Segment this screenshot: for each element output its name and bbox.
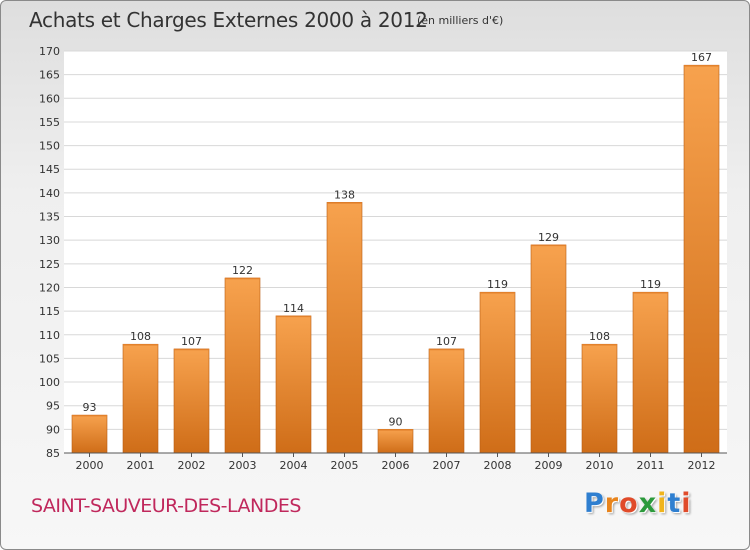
proxiti-logo: Proxiti: [584, 488, 692, 519]
bar-value-label: 119: [640, 278, 661, 291]
y-tick-label: 95: [46, 400, 60, 413]
x-tick-label: 2007: [433, 459, 461, 472]
x-tick-label: 2004: [280, 459, 308, 472]
x-tick-label: 2003: [229, 459, 257, 472]
bar: [530, 244, 567, 454]
bar-value-label: 114: [283, 302, 304, 315]
bar-value-label: 107: [436, 335, 457, 348]
y-tick-label: 160: [39, 92, 60, 105]
y-tick-label: 150: [39, 140, 60, 153]
bar-value-label: 122: [232, 264, 253, 277]
bar-value-label: 138: [334, 188, 355, 201]
y-tick-label: 100: [39, 376, 60, 389]
commune-name: SAINT-SAUVEUR-DES-LANDES: [31, 495, 301, 517]
bar: [479, 291, 516, 454]
bar: [71, 414, 108, 454]
x-tick-label: 2001: [127, 459, 155, 472]
x-tick-label: 2010: [586, 459, 614, 472]
y-tick-label: 105: [39, 352, 60, 365]
x-tick-label: 2006: [382, 459, 410, 472]
logo-letter: i: [657, 488, 668, 519]
x-tick-label: 2000: [76, 459, 104, 472]
bar: [377, 429, 414, 454]
y-tick-label: 145: [39, 163, 60, 176]
bar-value-label: 167: [691, 51, 712, 64]
bar: [683, 64, 720, 454]
logo-letter: t: [667, 488, 682, 519]
y-tick-label: 130: [39, 234, 60, 247]
y-tick-label: 110: [39, 329, 60, 342]
x-tick-label: 2012: [688, 459, 716, 472]
bar: [581, 343, 618, 454]
bar: [632, 291, 669, 454]
x-tick-label: 2008: [484, 459, 512, 472]
x-tick-label: 2011: [637, 459, 665, 472]
y-tick-label: 170: [39, 45, 60, 58]
logo-letter: P: [584, 488, 605, 519]
bar: [173, 348, 210, 454]
chart-title: Achats et Charges Externes 2000 à 2012: [29, 8, 428, 32]
bar-value-label: 119: [487, 278, 508, 291]
bar-value-label: 107: [181, 335, 202, 348]
bar: [326, 202, 363, 454]
logo-letter: i: [681, 488, 692, 519]
y-axis: 85 90 95 100 105 110 115 120 125 130 135 140 145 150 1…: [39, 45, 60, 460]
bar-value-label: 90: [389, 415, 403, 428]
y-tick-label: 165: [39, 69, 60, 82]
y-tick-label: 140: [39, 187, 60, 200]
bar: [122, 343, 159, 454]
logo-letter: x: [638, 488, 658, 519]
bar-value-label: 129: [538, 231, 559, 244]
bar: [428, 348, 465, 454]
y-tick-label: 115: [39, 305, 60, 318]
x-axis: 2000 2001 2002 2003 2004 2005 2006 2007 2008 2009…: [64, 452, 727, 472]
bar: [224, 277, 261, 454]
plot-area: [64, 51, 727, 453]
y-tick-label: 135: [39, 211, 60, 224]
y-tick-label: 155: [39, 116, 60, 129]
bar-value-label: 93: [83, 401, 97, 414]
bars: 93 108 107 122 114 138 90 107 119 129 108 119 167: [71, 51, 720, 454]
logo-letter: o: [619, 488, 639, 519]
x-tick-label: 2009: [535, 459, 563, 472]
y-tick-label: 90: [46, 423, 60, 436]
x-tick-label: 2005: [331, 459, 359, 472]
bar-value-label: 108: [589, 330, 610, 343]
y-tick-label: 85: [46, 447, 60, 460]
x-tick-label: 2002: [178, 459, 206, 472]
chart-unit: (en milliers d'€): [417, 14, 504, 27]
y-tick-label: 125: [39, 258, 60, 271]
bar: [275, 315, 312, 454]
bar-value-label: 108: [130, 330, 151, 343]
logo-letter: r: [604, 488, 620, 519]
y-tick-label: 120: [39, 281, 60, 294]
